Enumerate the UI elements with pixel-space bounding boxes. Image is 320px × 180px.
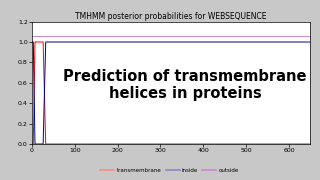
Title: TMHMM posterior probabilities for WEBSEQUENCE: TMHMM posterior probabilities for WEBSEQ… — [76, 12, 267, 21]
Legend: transmembrane, inside, outside: transmembrane, inside, outside — [98, 166, 241, 176]
Text: Prediction of transmembrane
helices in proteins: Prediction of transmembrane helices in p… — [63, 69, 307, 102]
